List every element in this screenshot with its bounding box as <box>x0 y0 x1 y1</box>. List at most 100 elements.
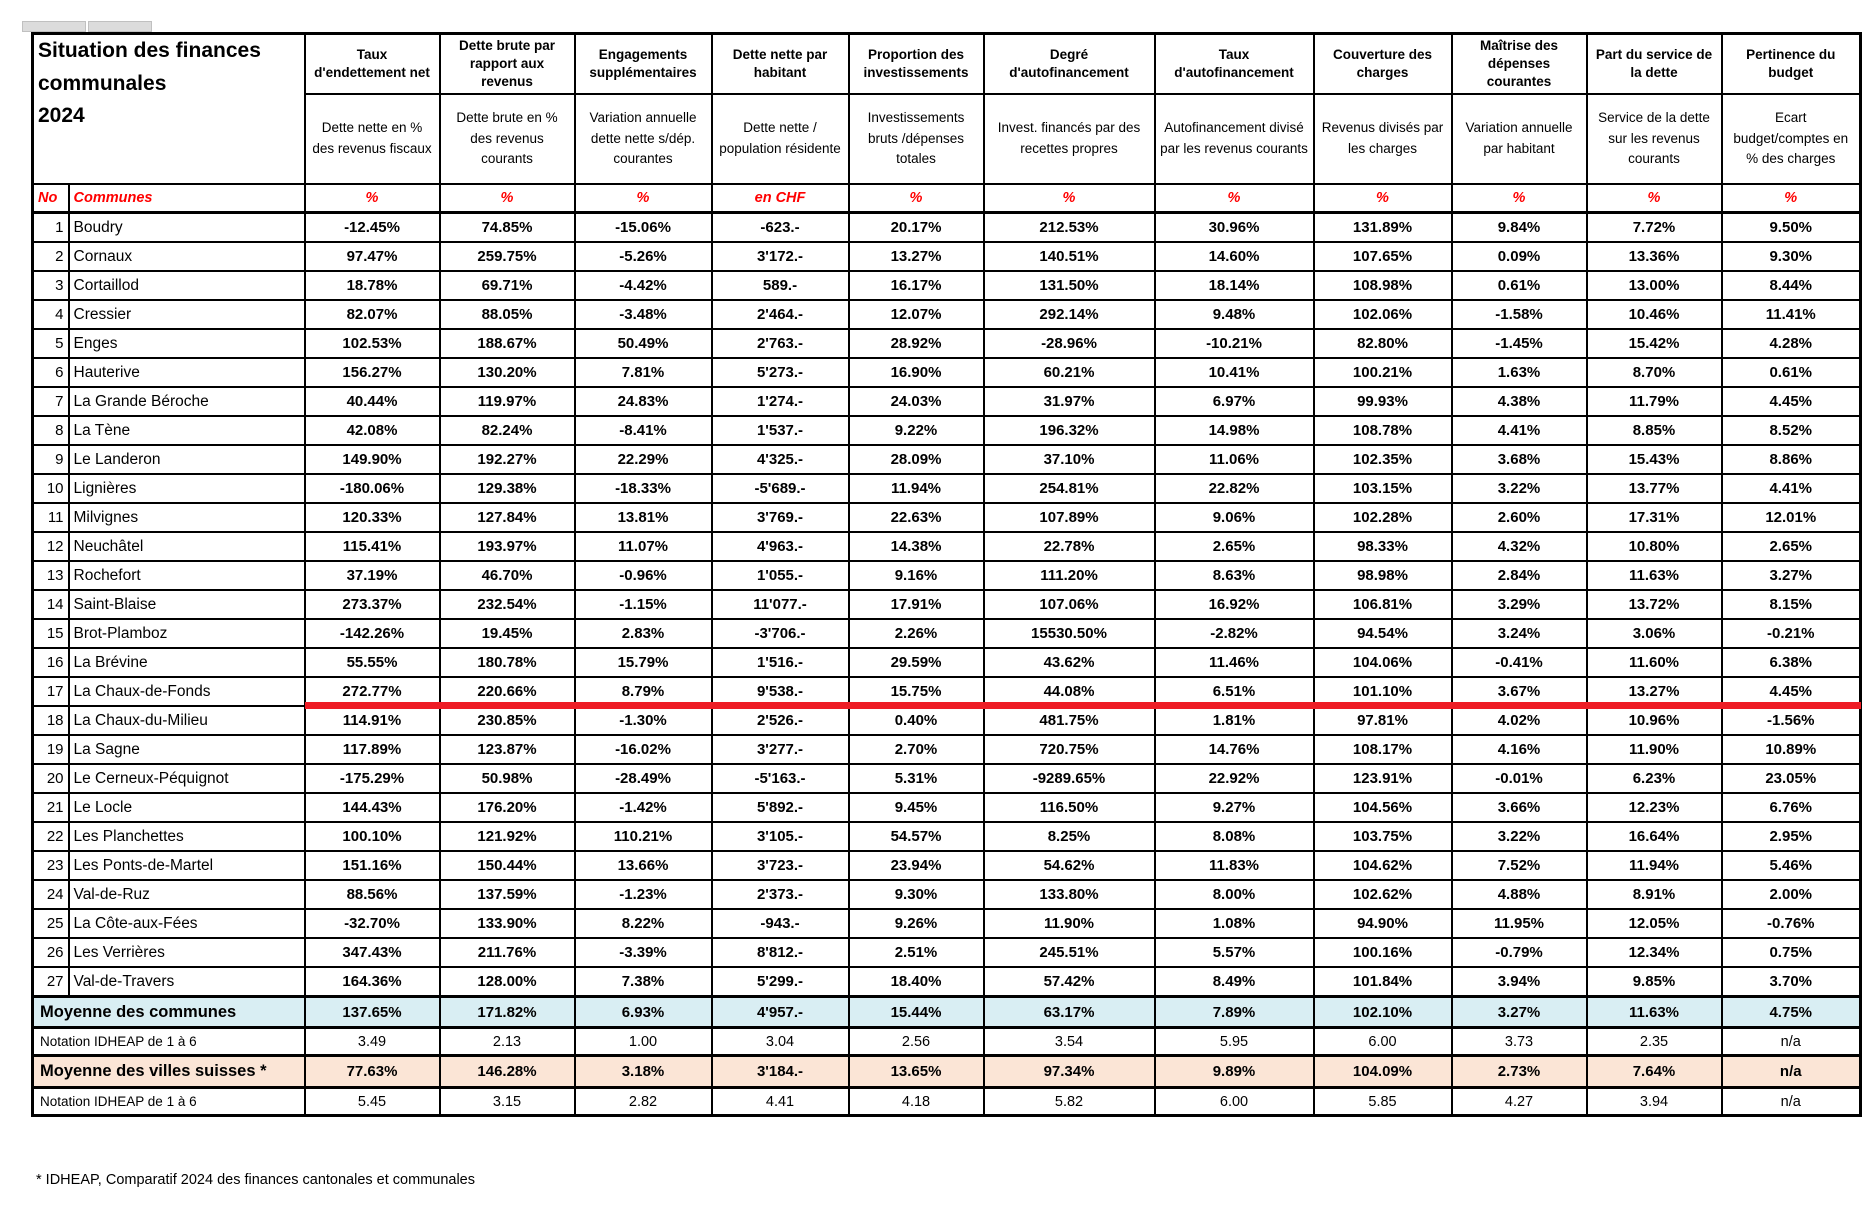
table-cell: 28.92% <box>847 328 985 359</box>
commune-name: Les Planchettes <box>67 821 306 852</box>
table-cell: 9.50% <box>1720 211 1862 243</box>
table-cell: 5'273.- <box>710 357 850 388</box>
table-cell: 114.91% <box>303 705 441 736</box>
table-cell: 15.75% <box>847 676 985 707</box>
table-cell: 104.06% <box>1312 647 1453 678</box>
table-cell: 2.95% <box>1720 821 1862 852</box>
column-unit-11: % <box>1720 183 1862 214</box>
table-cell: 151.16% <box>303 850 441 881</box>
table-cell: 12.23% <box>1585 792 1723 823</box>
column-title-11: Pertinence du budget <box>1720 32 1862 95</box>
commune-number: 9 <box>31 444 70 475</box>
table-cell: 94.90% <box>1312 908 1453 939</box>
summary-cell: 6.93% <box>573 995 713 1029</box>
column-subtitle-9: Variation annuelle par habitant <box>1450 93 1588 185</box>
table-cell: 106.81% <box>1312 589 1453 620</box>
table-cell: 13.36% <box>1585 241 1723 272</box>
table-row-commune: 3 Cortaillod 18.78% 69.71% -4.42% 589.- 16.17%… <box>31 270 1862 301</box>
commune-name: Hauterive <box>67 357 306 388</box>
table-cell: 28.09% <box>847 444 985 475</box>
table-cell: 12.07% <box>847 299 985 330</box>
table-cell: 82.80% <box>1312 328 1453 359</box>
table-cell: 8.63% <box>1153 560 1315 591</box>
table-cell: 133.80% <box>982 879 1156 910</box>
table-cell: 13.66% <box>573 850 713 881</box>
table-cell: 29.59% <box>847 647 985 678</box>
table-cell: -32.70% <box>303 908 441 939</box>
commune-number: 7 <box>31 386 70 417</box>
table-cell: 22.63% <box>847 502 985 533</box>
table-cell: 292.14% <box>982 299 1156 330</box>
spreadsheet-remnant-cell <box>88 21 152 32</box>
table-cell: 192.27% <box>438 444 576 475</box>
table-cell: 120.33% <box>303 502 441 533</box>
table-cell: 103.15% <box>1312 473 1453 504</box>
table-row-commune: 22 Les Planchettes 100.10% 121.92% 110.21% 3'… <box>31 821 1862 852</box>
table-cell: 43.62% <box>982 647 1156 678</box>
table-cell: 1'537.- <box>710 415 850 446</box>
spreadsheet-remnant-cell <box>22 21 86 32</box>
table-cell: 211.76% <box>438 937 576 968</box>
table-cell: -1.15% <box>573 589 713 620</box>
table-cell: -142.26% <box>303 618 441 649</box>
commune-number: 16 <box>31 647 70 678</box>
commune-number: 23 <box>31 850 70 881</box>
table-cell: 6.23% <box>1585 763 1723 794</box>
commune-name: Rochefort <box>67 560 306 591</box>
commune-number: 24 <box>31 879 70 910</box>
table-cell: 3'172.- <box>710 241 850 272</box>
table-cell: -18.33% <box>573 473 713 504</box>
table-cell: 232.54% <box>438 589 576 620</box>
table-cell: 101.10% <box>1312 676 1453 707</box>
table-cell: 121.92% <box>438 821 576 852</box>
table-row-commune: 19 La Sagne 117.89% 123.87% -16.02% 3'277.- 2.… <box>31 734 1862 765</box>
summary-row: Notation IDHEAP de 1 à 6 3.49 2.13 1.00 3.04… <box>31 1026 1862 1057</box>
table-cell: 2'464.- <box>710 299 850 330</box>
table-cell: 8.15% <box>1720 589 1862 620</box>
table-cell: 3'723.- <box>710 850 850 881</box>
table-cell: 5'892.- <box>710 792 850 823</box>
header-row-subtitles: Dette nette en % des revenus fiscaux Dett… <box>33 93 1862 185</box>
table-cell: -12.45% <box>303 211 441 243</box>
table-cell: 4.88% <box>1450 879 1588 910</box>
table-cell: -9289.65% <box>982 763 1156 794</box>
table-cell: -4.42% <box>573 270 713 301</box>
column-unit-8: % <box>1312 183 1453 214</box>
column-unit-10: % <box>1585 183 1723 214</box>
table-cell: 11.94% <box>1585 850 1723 881</box>
table-cell: 4.41% <box>1720 473 1862 504</box>
column-unit-1: % <box>303 183 441 214</box>
table-cell: 2.51% <box>847 937 985 968</box>
summary-cell: 146.28% <box>438 1054 576 1089</box>
commune-name: La Grande Béroche <box>67 386 306 417</box>
table-cell: 10.41% <box>1153 357 1315 388</box>
table-cell: 230.85% <box>438 705 576 736</box>
table-cell: -1.56% <box>1720 705 1862 736</box>
table-cell: 97.47% <box>303 241 441 272</box>
table-cell: 108.17% <box>1312 734 1453 765</box>
table-row-commune: 4 Cressier 82.07% 88.05% -3.48% 2'464.- 12.07%… <box>31 299 1862 330</box>
table-cell: 0.40% <box>847 705 985 736</box>
table-cell: 2.26% <box>847 618 985 649</box>
table-cell: 20.17% <box>847 211 985 243</box>
table-cell: 16.64% <box>1585 821 1723 852</box>
commune-name: Le Locle <box>67 792 306 823</box>
table-cell: 13.81% <box>573 502 713 533</box>
table-cell: 8.52% <box>1720 415 1862 446</box>
table-cell: 13.77% <box>1585 473 1723 504</box>
table-cell: 4'325.- <box>710 444 850 475</box>
table-cell: 5.57% <box>1153 937 1315 968</box>
footnote: * IDHEAP, Comparatif 2024 des finances c… <box>36 1172 476 1188</box>
table-cell: 8.44% <box>1720 270 1862 301</box>
commune-number: 4 <box>31 299 70 330</box>
table-cell: -28.96% <box>982 328 1156 359</box>
table-cell: 9.85% <box>1585 966 1723 998</box>
communes-column-label: Communes <box>67 183 306 214</box>
table-row-commune: 14 Saint-Blaise 273.37% 232.54% -1.15% 11'077… <box>31 589 1862 620</box>
column-title-8: Couverture des charges <box>1312 32 1453 95</box>
column-unit-4: en CHF <box>710 183 850 214</box>
column-title-7: Taux d'autofinancement <box>1153 32 1315 95</box>
table-cell: -10.21% <box>1153 328 1315 359</box>
commune-number: 11 <box>31 502 70 533</box>
column-subtitle-3: Variation annuelle dette nette s/dép. co… <box>573 93 713 185</box>
